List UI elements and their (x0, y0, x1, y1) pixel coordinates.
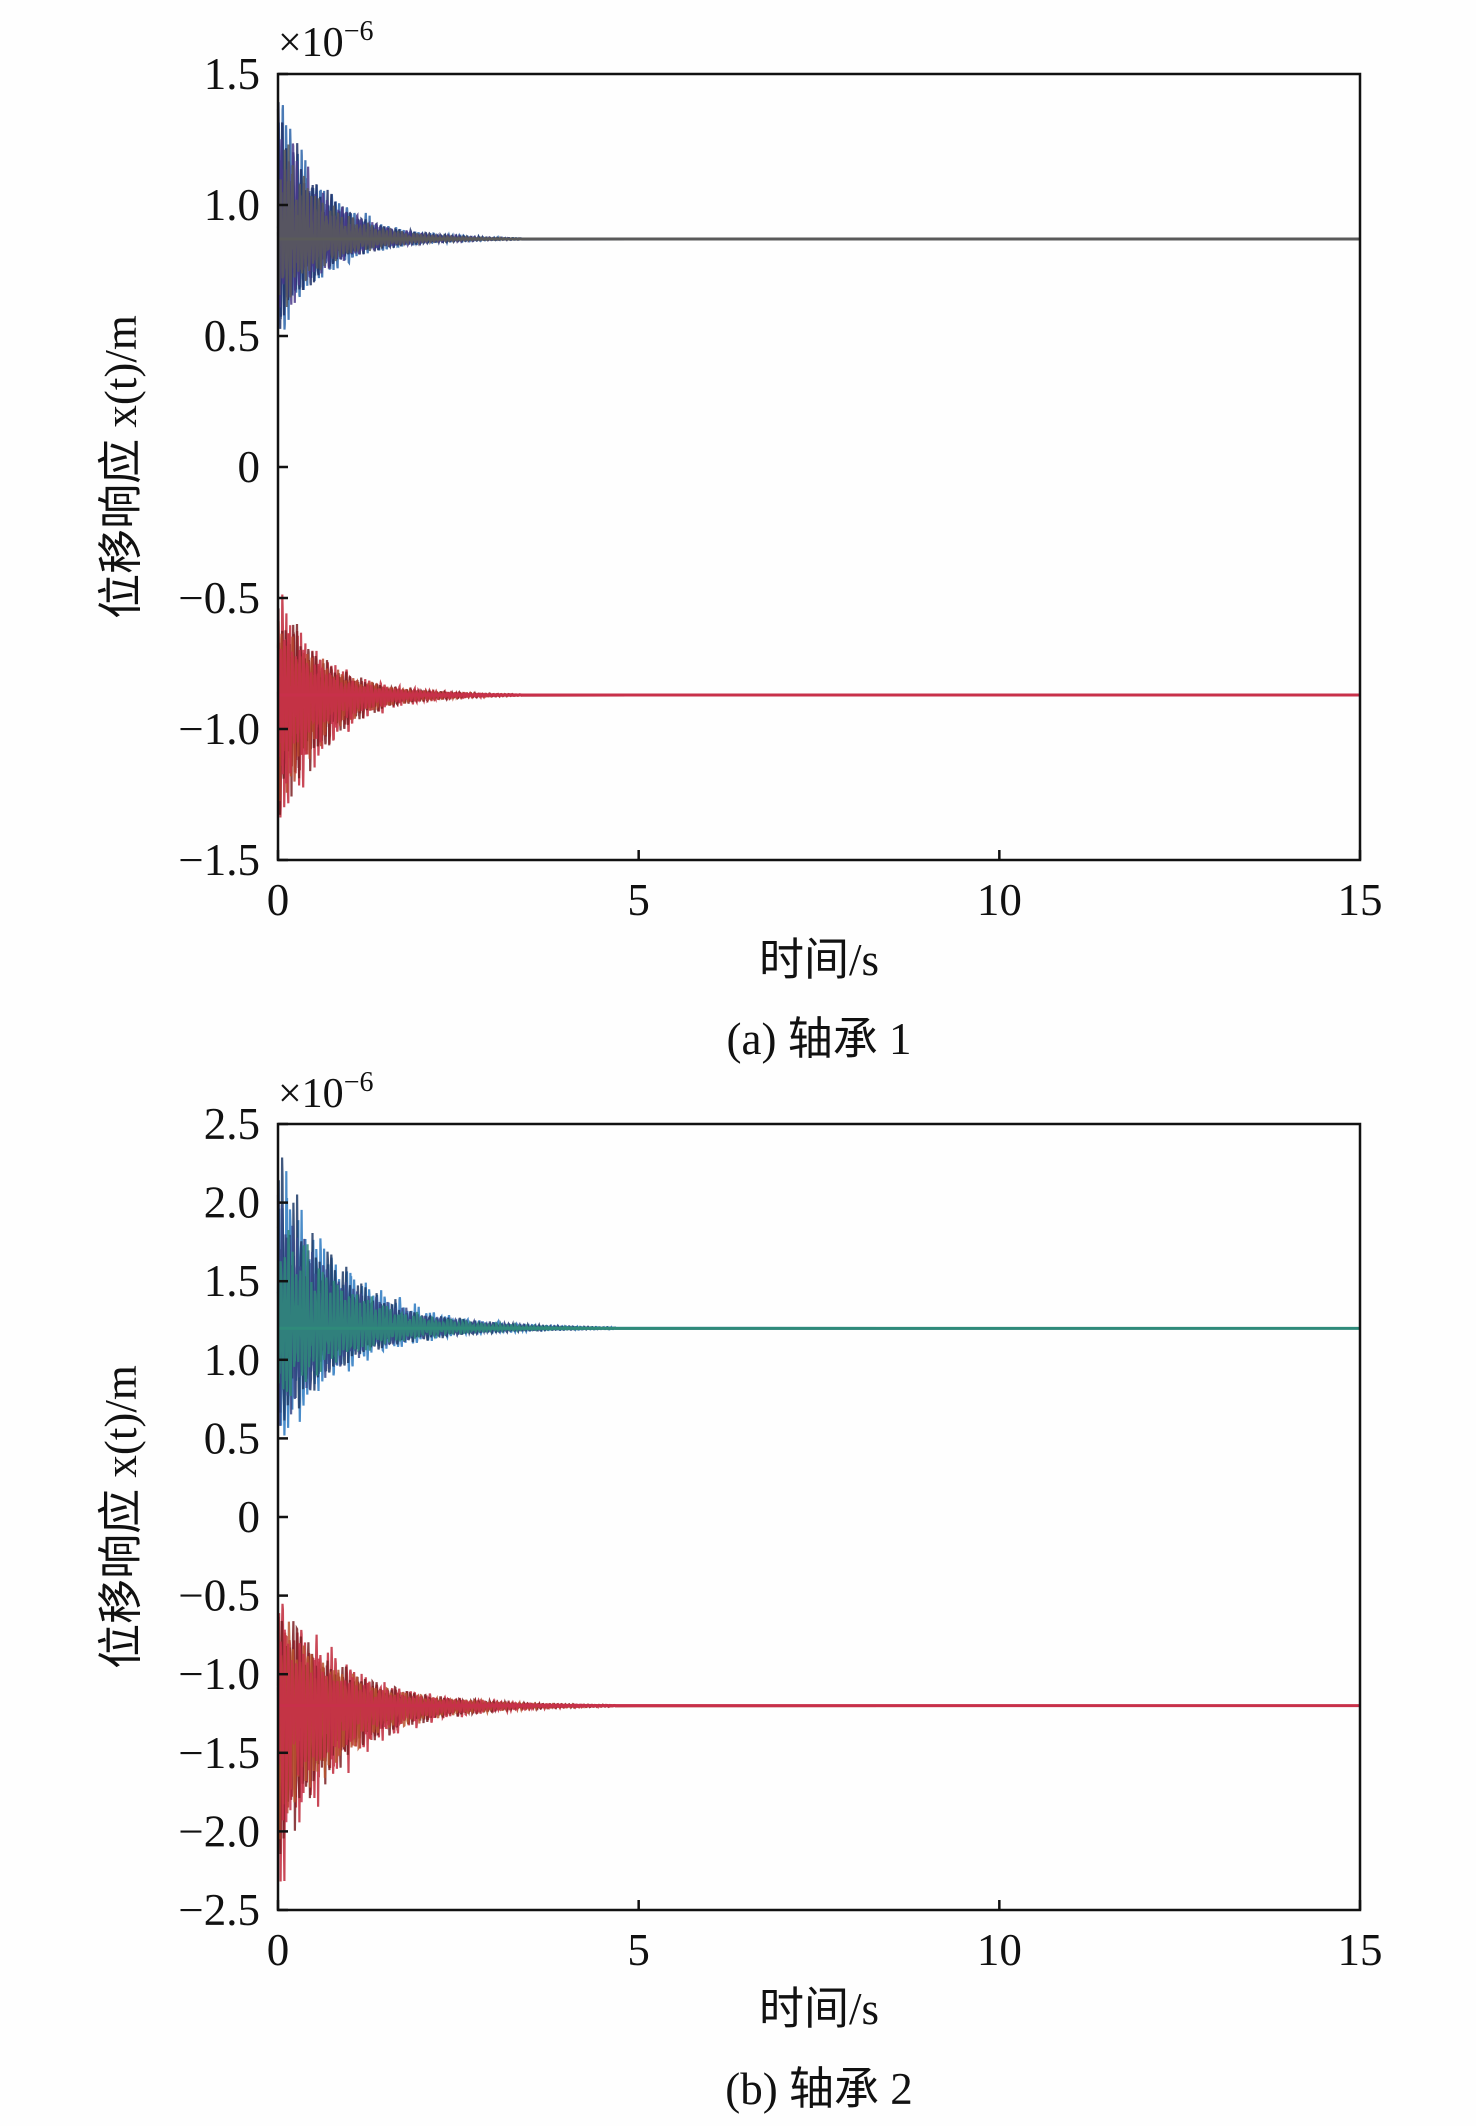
panel-a-caption: (a) 轴承 1 (727, 1014, 912, 1064)
series-upper-trace (276, 1171, 1361, 1436)
xtick-label: 5 (627, 875, 650, 925)
series-lower-trace (276, 1616, 1361, 1855)
panel-b-xlabel: 时间/s (759, 1984, 879, 2034)
ytick-label: 1.5 (204, 1256, 260, 1306)
ytick-label: 0 (238, 442, 261, 492)
series-upper-trace (276, 105, 1361, 330)
panel-b-ticks: 0 5 10 15 2.5 2.0 1.5 1.0 0.5 0 −0.5 −1.0 −1.5 −2.0 −2… (178, 1099, 1382, 1975)
panel-b-plot-frame (276, 1122, 1362, 1912)
panel-b-series (276, 1157, 1361, 1882)
series-upper-trace (276, 1157, 1360, 1421)
ytick-label: −2.0 (178, 1806, 260, 1856)
panel-b-multiplier: ×10−6 (278, 1067, 373, 1117)
series-lower-trace (276, 1621, 1361, 1840)
series-lower-trace (276, 1603, 1361, 1882)
ytick-label: 0 (238, 1492, 261, 1542)
panel-a-multiplier: ×10−6 (278, 16, 373, 66)
series-lower-trace (276, 619, 1361, 802)
ytick-label: −1.0 (178, 704, 260, 754)
panel-a-xlabel: 时间/s (759, 935, 879, 985)
series-lower-trace (276, 608, 1361, 815)
panel-a-ticks: 0 5 10 15 1.5 1.0 0.5 0 −0.5 −1.0 −1.5 (178, 49, 1382, 925)
panel-a-ylabel: 位移响应 x(t)/m (96, 315, 146, 619)
ytick-label: 1.5 (204, 49, 260, 99)
series-upper-trace (276, 144, 1360, 308)
xtick-label: 15 (1338, 1925, 1383, 1975)
ytick-label: −1.5 (178, 1728, 260, 1778)
ytick-label: −1.0 (178, 1649, 260, 1699)
xtick-label: 10 (977, 1925, 1022, 1975)
ytick-label: 2.5 (204, 1099, 260, 1149)
panel-a-series (276, 102, 1361, 818)
panel-b: ×10−6 0 5 10 15 2.5 2.0 1.5 1.0 0.5 0 −0.5 −1.0 −1.5… (96, 1067, 1383, 2114)
series-lower-trace (276, 1629, 1361, 1823)
ytick-label: −0.5 (178, 573, 260, 623)
series-lower-trace (276, 633, 1360, 784)
ytick-label: −2.5 (178, 1885, 260, 1935)
xtick-label: 0 (267, 875, 290, 925)
series-upper-trace (276, 1229, 1361, 1397)
panel-b-ylabel: 位移响应 x(t)/m (96, 1365, 146, 1669)
series-upper-trace (276, 1194, 1361, 1426)
panel-a: ×10−6 0 5 10 15 1.5 1.0 0.5 0 −0.5 −1.0 −1.5 位移响应 … (96, 16, 1383, 1064)
ytick-label: −0.5 (178, 1571, 260, 1621)
ytick-label: 0.5 (204, 1413, 260, 1463)
panel-b-caption: (b) 轴承 2 (725, 2064, 912, 2114)
ytick-label: 1.0 (204, 180, 260, 230)
series-upper-trace (276, 108, 1361, 308)
ytick-label: 0.5 (204, 311, 260, 361)
ytick-label: −1.5 (178, 835, 260, 885)
panel-a-plot-frame (276, 72, 1362, 862)
series-upper-trace (277, 102, 1361, 329)
ytick-label: 1.0 (204, 1335, 260, 1385)
xtick-label: 10 (977, 875, 1022, 925)
xtick-label: 5 (627, 1925, 650, 1975)
xtick-label: 15 (1338, 875, 1383, 925)
ytick-label: 2.0 (204, 1178, 260, 1228)
xtick-label: 0 (267, 1925, 290, 1975)
series-lower-trace (276, 594, 1361, 818)
